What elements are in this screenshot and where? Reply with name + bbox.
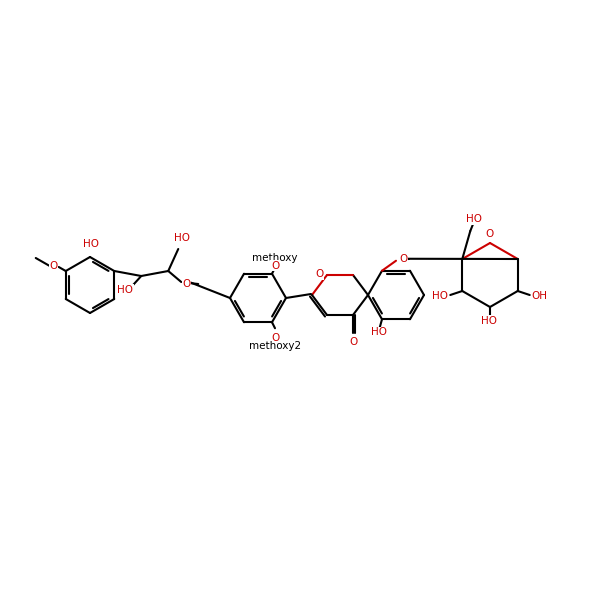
Text: HO: HO (371, 327, 387, 337)
Text: O: O (315, 269, 323, 279)
Text: HO: HO (117, 285, 133, 295)
Text: HO: HO (174, 233, 190, 243)
Text: methoxy: methoxy (252, 253, 298, 263)
Text: O: O (271, 333, 279, 343)
Text: HO: HO (83, 239, 99, 249)
Text: O: O (50, 261, 58, 271)
Text: O: O (182, 279, 190, 289)
Text: O: O (349, 337, 357, 347)
Text: HO: HO (466, 214, 482, 224)
Text: methoxy2: methoxy2 (249, 341, 301, 351)
Text: OH: OH (532, 291, 548, 301)
Text: O: O (399, 254, 407, 264)
Text: HO: HO (432, 291, 448, 301)
Text: O: O (486, 229, 494, 239)
Text: O: O (271, 261, 279, 271)
Text: HO: HO (481, 316, 497, 326)
